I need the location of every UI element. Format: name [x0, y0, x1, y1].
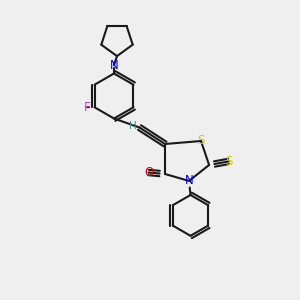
Text: N: N	[184, 174, 194, 188]
Text: S: S	[225, 155, 232, 168]
Text: H: H	[129, 121, 137, 131]
Text: S: S	[197, 134, 205, 148]
Text: F: F	[84, 101, 90, 114]
Text: O: O	[144, 166, 153, 179]
Text: N: N	[110, 58, 118, 72]
